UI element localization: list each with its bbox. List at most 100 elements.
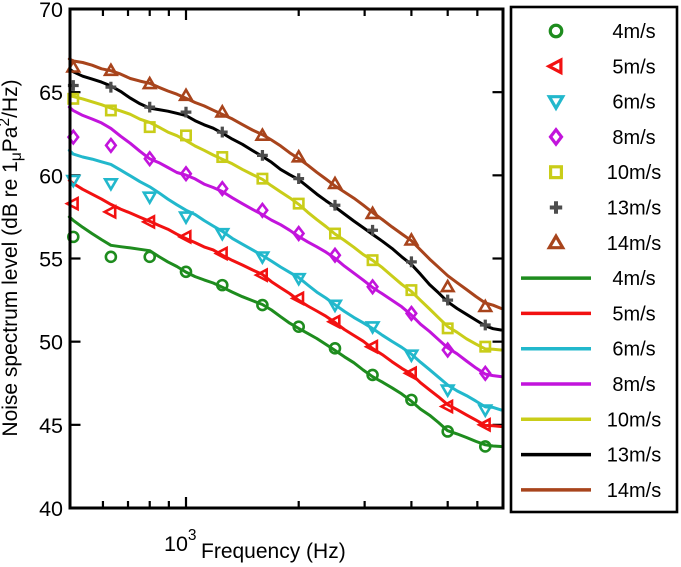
- plus-marker: [329, 199, 341, 211]
- markers-5ms: [64, 195, 491, 433]
- square-marker: [366, 254, 379, 267]
- diamond-marker: [104, 136, 118, 154]
- legend-item-marker-5ms: 5m/s: [545, 56, 656, 78]
- plus-marker: [549, 201, 563, 214]
- circle-marker: [143, 250, 157, 264]
- triangle-down-marker: [403, 349, 420, 364]
- triangle-down-marker: [477, 404, 494, 419]
- triangle-down-marker: [326, 299, 344, 314]
- triangle-down-marker: [214, 227, 231, 242]
- plus-marker: [257, 149, 268, 161]
- circle-marker: [66, 230, 80, 244]
- triangle-up-marker: [546, 233, 566, 250]
- legend-item-marker-10ms: 10m/s: [548, 162, 661, 184]
- circle-marker: [478, 440, 492, 453]
- diamond-marker: [292, 225, 306, 242]
- square-marker: [405, 284, 418, 297]
- plus-marker: [216, 126, 228, 138]
- diamond-marker: [548, 127, 564, 147]
- triangle-left-marker: [438, 398, 454, 415]
- x-axis-label: Frequency (Hz): [201, 540, 346, 563]
- diamond-marker: [143, 150, 157, 168]
- triangle-left-marker: [402, 365, 418, 381]
- y-tick-label: 45: [39, 414, 63, 438]
- triangle-up-marker: [177, 87, 195, 102]
- plus-marker: [144, 101, 156, 113]
- plot-area: [64, 7, 503, 510]
- x-axis-tick-label: 103: [164, 527, 197, 556]
- legend-label: 6m/s: [612, 92, 655, 114]
- triangle-left-marker: [140, 214, 156, 230]
- legend-label: 5m/s: [612, 303, 655, 325]
- diamond-marker: [255, 201, 269, 219]
- plus-marker: [180, 106, 192, 118]
- circle-marker: [328, 342, 342, 355]
- circle-marker: [405, 393, 418, 407]
- plus-marker: [442, 294, 454, 306]
- triangle-left-marker: [325, 314, 341, 330]
- triangle-left-marker: [289, 290, 305, 307]
- markers-13ms: [67, 80, 491, 331]
- plot-border: [68, 7, 505, 510]
- square-marker: [328, 227, 341, 240]
- triangle-up-marker: [364, 205, 381, 220]
- legend-item-line-14ms: 14m/s: [521, 480, 661, 502]
- circle-marker: [441, 425, 454, 438]
- triangle-left-marker: [176, 229, 192, 245]
- triangle-down-marker: [141, 191, 158, 206]
- markers-4ms: [66, 230, 492, 453]
- circle-marker: [179, 265, 193, 279]
- legend-item-line-13ms: 13m/s: [521, 445, 661, 467]
- triangle-left-marker: [64, 195, 79, 212]
- triangle-down-marker: [364, 321, 381, 335]
- triangle-left-marker: [253, 267, 269, 283]
- legend-label: 13m/s: [607, 445, 661, 467]
- legend-item-line-6ms: 6m/s: [521, 339, 656, 361]
- legend-label: 8m/s: [612, 374, 655, 396]
- square-marker: [104, 104, 117, 117]
- diamond-marker: [366, 278, 380, 296]
- legend-item-line-4ms: 4m/s: [521, 268, 656, 290]
- y-tick-label: 70: [39, 0, 63, 22]
- square-marker: [441, 322, 454, 335]
- y-axis-label: Noise spectrum level (dB re 1μPa2/Hz): [0, 79, 25, 436]
- plus-marker: [367, 224, 378, 236]
- legend-label: 4m/s: [612, 268, 655, 290]
- triangle-down-marker: [177, 211, 195, 226]
- legend-label: 6m/s: [612, 339, 655, 361]
- legend-item-marker-8ms: 8m/s: [548, 127, 656, 149]
- y-tick-label: 60: [39, 164, 63, 188]
- triangle-left-marker: [476, 417, 491, 433]
- triangle-left-marker: [363, 339, 379, 355]
- triangle-left-marker: [545, 57, 563, 76]
- legend-item-marker-13ms: 13m/s: [549, 198, 661, 220]
- legend-label: 10m/s: [607, 409, 661, 431]
- triangle-up-marker: [477, 298, 494, 313]
- legend-item-marker-14ms: 14m/s: [546, 233, 661, 255]
- triangle-down-marker: [254, 251, 271, 266]
- y-tick-label: 40: [39, 497, 63, 521]
- triangle-left-marker: [101, 204, 117, 220]
- line-13ms: [67, 67, 503, 332]
- markers-6ms: [65, 174, 494, 419]
- square-marker: [143, 121, 156, 134]
- y-tick-label: 65: [39, 81, 63, 105]
- plus-marker: [293, 173, 305, 185]
- triangle-down-marker: [290, 272, 307, 287]
- square-marker: [479, 340, 492, 353]
- triangle-left-marker: [213, 245, 228, 262]
- triangle-down-marker: [439, 384, 456, 399]
- line-4ms: [67, 215, 503, 448]
- triangle-up-marker: [290, 148, 307, 163]
- square-marker: [256, 172, 269, 185]
- diamond-marker: [404, 304, 418, 322]
- legend-label: 13m/s: [607, 198, 661, 220]
- legend-label: 14m/s: [607, 233, 661, 255]
- line-8ms: [67, 105, 503, 379]
- circle-marker: [292, 320, 306, 333]
- triangle-down-marker: [102, 178, 119, 192]
- triangle-up-marker: [254, 127, 271, 141]
